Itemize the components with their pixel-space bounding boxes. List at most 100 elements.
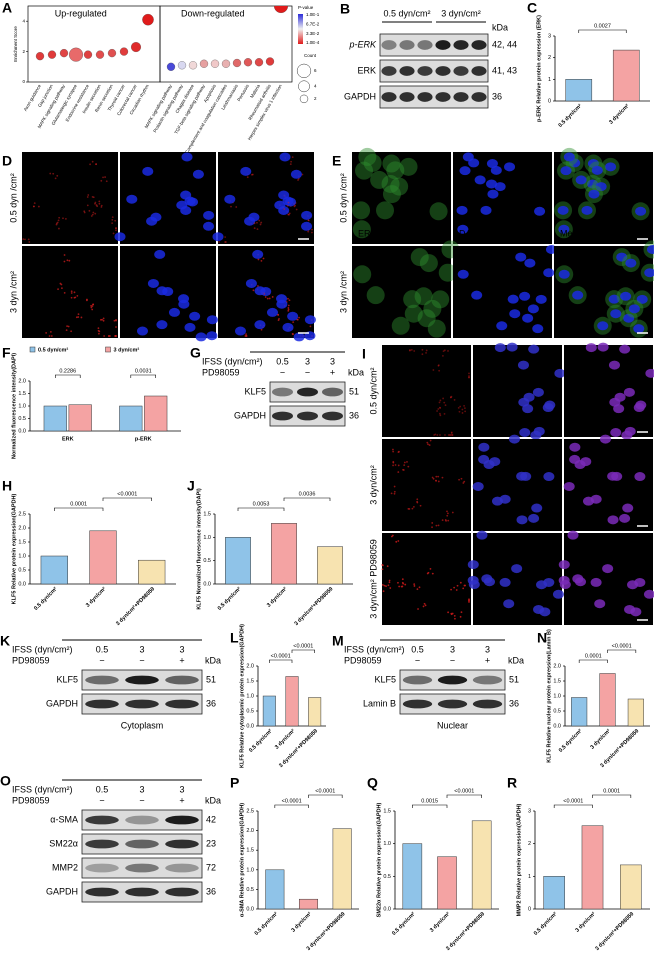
protein-label: KLF5: [374, 674, 396, 684]
nucleus: [248, 212, 260, 222]
signal: [427, 319, 446, 338]
nucleus: [590, 577, 602, 587]
legend-label: 4: [314, 84, 317, 89]
signal: [397, 471, 400, 473]
bar: [332, 828, 352, 910]
signal: [390, 492, 393, 495]
legend-label: 0.5 dyn/cm²: [38, 346, 68, 353]
nucleus: [588, 189, 600, 199]
nucleus: [284, 197, 296, 207]
bar: [599, 673, 616, 727]
signal: [287, 304, 290, 307]
signal: [436, 434, 439, 436]
signal: [388, 581, 391, 584]
nucleus: [597, 342, 609, 352]
signal: [91, 305, 94, 308]
protein-label: MMP2: [52, 862, 78, 872]
signal: [397, 464, 400, 467]
bubble: [47, 50, 57, 59]
significance-bracket: [269, 659, 293, 663]
kda-value: 36: [509, 698, 519, 708]
signal: [451, 612, 454, 615]
condition-label: 0.5 dyn/cm²: [383, 8, 430, 18]
signal: [98, 332, 100, 335]
significance-bracket: [308, 794, 343, 798]
signal: [437, 475, 440, 478]
legend-label: 3.3E-2: [306, 31, 320, 36]
signal: [258, 219, 261, 222]
signal: [398, 585, 401, 588]
significance-bracket: [274, 804, 309, 808]
nucleus: [591, 165, 603, 175]
signal: [90, 306, 93, 309]
signal: [259, 223, 262, 226]
signal: [458, 478, 460, 481]
legend-label: 6.7E-2: [306, 22, 320, 27]
x-tick-label: 3 dyn/cm²: [574, 910, 597, 933]
nucleus: [643, 589, 654, 599]
signal: [443, 401, 446, 404]
signal: [404, 583, 407, 586]
nucleus: [456, 205, 468, 215]
nucleus: [504, 162, 516, 172]
nucleus: [459, 166, 471, 176]
signal: [289, 163, 292, 166]
legend-label: 2: [314, 96, 317, 101]
nucleus: [114, 232, 126, 242]
nucleus: [574, 577, 586, 587]
nucleus: [628, 304, 640, 314]
signal: [230, 205, 232, 208]
signal: [449, 396, 452, 399]
nucleus: [515, 252, 527, 262]
y-axis-label: MMP2 Relative protein expression(GAPDH): [516, 803, 522, 916]
size-legend-circle: [298, 80, 310, 93]
nucleus: [516, 515, 528, 525]
blot-band: [125, 699, 159, 709]
signal: [412, 505, 415, 508]
significance-bracket: [592, 794, 632, 798]
panel-letter: F: [2, 345, 11, 361]
nucleus: [509, 309, 521, 319]
signal: [439, 406, 441, 409]
signal: [439, 414, 442, 417]
kda-label: kDa: [205, 655, 221, 665]
signal: [441, 519, 444, 522]
blot-band: [472, 675, 503, 685]
nucleus: [623, 313, 635, 323]
signal: [64, 217, 67, 220]
signal: [381, 568, 384, 571]
signal: [49, 330, 52, 333]
treatment-label: PD98059: [202, 367, 240, 377]
signal: [307, 219, 310, 222]
blot-band: [471, 66, 487, 76]
y-tick-label: 0.0: [18, 428, 26, 434]
signal: [45, 332, 48, 334]
x-tick-label: 3 dyn/cm²+PD98059: [594, 910, 636, 952]
signal: [393, 485, 396, 488]
blot-band: [322, 411, 343, 421]
signal: [464, 584, 466, 587]
micrograph: [352, 152, 451, 244]
signal: [410, 248, 429, 267]
fraction-label: Nuclear: [437, 720, 468, 730]
signal: [423, 602, 426, 605]
signal: [111, 216, 114, 219]
nucleus: [212, 232, 224, 242]
signal: [107, 335, 110, 337]
signal: [423, 299, 442, 318]
nucleus: [195, 332, 207, 342]
y-tick-label: 0.5: [246, 708, 254, 714]
signal: [395, 540, 398, 543]
p-value-label: 0.0001: [70, 501, 87, 507]
nucleus: [623, 387, 635, 397]
p-value-label: 0.2286: [59, 368, 76, 374]
legend-title: P-value: [298, 5, 314, 10]
blot-band: [453, 40, 469, 50]
x-tick-label: 0.5 dyn/cm²: [253, 910, 279, 936]
signal: [70, 290, 73, 293]
channel-label: ERK: [358, 228, 377, 238]
nucleus: [483, 460, 495, 470]
protein-label: KLF5: [56, 674, 78, 684]
y-tick-label: 0: [548, 98, 551, 104]
